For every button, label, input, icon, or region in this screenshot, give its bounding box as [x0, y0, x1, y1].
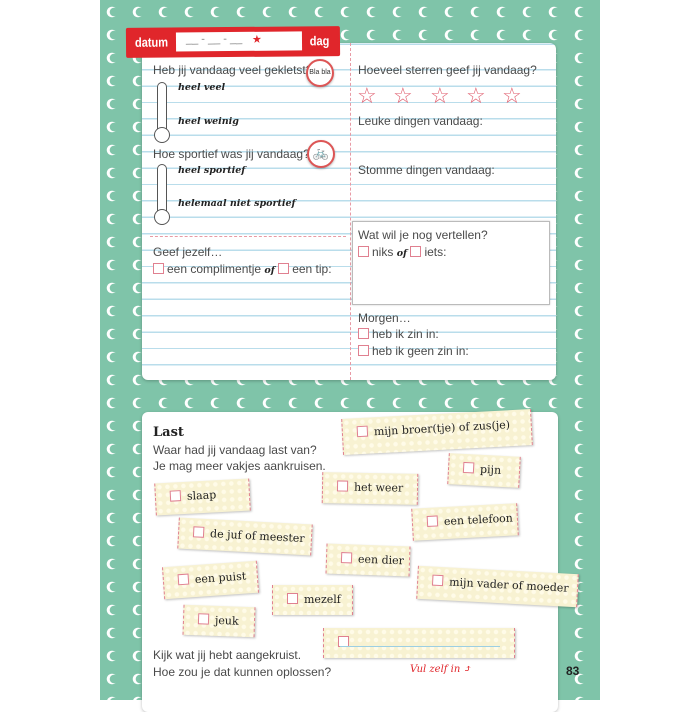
tell-options: niks of iets: — [358, 245, 446, 259]
checkbox[interactable] — [287, 593, 298, 604]
tag-label: jeuk — [214, 613, 239, 628]
checkbox[interactable] — [197, 613, 210, 625]
tag-label: pijn — [479, 462, 502, 477]
checkbox[interactable] — [426, 515, 439, 527]
star-rating-3[interactable]: ☆ — [430, 83, 450, 108]
last-line1: Waar had jij vandaag last van? — [153, 443, 317, 457]
tag-custom[interactable] — [323, 628, 515, 658]
datum-label: datum — [134, 34, 169, 50]
give-yourself-label: Geef jezelf… — [153, 245, 223, 259]
checkbox[interactable] — [340, 552, 353, 564]
section-divider — [150, 236, 346, 237]
want-row: heb ik zin in: — [358, 327, 439, 341]
thermometer-bulb — [154, 127, 170, 143]
checkbox[interactable] — [462, 461, 475, 474]
compliment-row: een complimentje of een tip: — [153, 262, 332, 276]
want-checkbox[interactable] — [358, 328, 369, 339]
sport-question: Hoe sportief was jij vandaag? — [153, 147, 310, 161]
thermometer-icon — [157, 164, 167, 212]
star-icon: ★ — [251, 33, 262, 46]
checkbox[interactable] — [177, 573, 190, 586]
something-label: iets: — [424, 245, 447, 259]
tag-itch[interactable]: jeuk — [182, 604, 256, 638]
dontwant-checkbox[interactable] — [358, 345, 369, 356]
tag-animal[interactable]: een dier — [325, 543, 411, 577]
date-banner: datum __ - __ - __ ★ dag — [125, 26, 341, 58]
date-placeholder: __ - __ - __ — [185, 32, 243, 46]
scale-high: heel veel — [178, 82, 226, 93]
nothing-checkbox[interactable] — [358, 246, 369, 257]
fun-things-label: Leuke dingen vandaag: — [358, 114, 483, 128]
compliment-checkbox[interactable] — [153, 263, 164, 274]
nothing-label: niks — [372, 245, 394, 259]
checkbox[interactable] — [356, 425, 369, 438]
of-label: of — [396, 248, 408, 259]
tag-label: een puist — [194, 569, 247, 587]
tip-label: een tip: — [292, 262, 332, 276]
tag-label: mijn broer(tje) of zus(je) — [373, 418, 511, 439]
of-label: of — [264, 265, 275, 276]
scale-low: helemaal niet sportief — [178, 198, 296, 209]
diary-card — [142, 43, 556, 380]
star-rating-5[interactable]: ☆ — [502, 83, 522, 108]
tag-pimple[interactable]: een puist — [161, 560, 260, 600]
thermometer-icon — [157, 82, 167, 130]
tag-label: mijn vader of moeder — [448, 575, 569, 595]
compliment-label: een complimentje — [167, 262, 262, 276]
checkbox[interactable] — [169, 490, 182, 502]
tag-label: de juf of meester — [209, 527, 305, 546]
chat-question: Heb jij vandaag veel gekletst? — [153, 63, 313, 77]
tag-label: het weer — [353, 480, 404, 495]
tag-phone[interactable]: een telefoon — [411, 503, 519, 541]
tell-question: Wat wil je nog vertellen? — [358, 228, 488, 242]
column-divider — [350, 43, 351, 380]
bottom-line1: Kijk wat jij hebt aangekruist. — [153, 648, 302, 662]
thermometer-bulb — [154, 209, 170, 225]
tomorrow-label: Morgen… — [358, 311, 411, 325]
tell-box[interactable] — [352, 221, 550, 305]
star-rating-4[interactable]: ☆ — [466, 83, 486, 108]
checkbox[interactable] — [336, 480, 349, 492]
tag-weather[interactable]: het weer — [321, 472, 419, 505]
date-field[interactable]: __ - __ - __ ★ — [175, 31, 303, 52]
something-checkbox[interactable] — [410, 246, 422, 257]
scale-high: heel sportief — [178, 165, 246, 176]
speech-bubble-icon: Bla bla — [306, 59, 334, 87]
stupid-things-label: Stomme dingen vandaag: — [358, 163, 495, 177]
tip-checkbox[interactable] — [278, 263, 290, 274]
bicycle-icon: 🚲 — [307, 140, 335, 168]
tag-label: slaap — [186, 488, 217, 503]
tag-pain[interactable]: pijn — [447, 453, 521, 488]
checkbox[interactable] — [431, 574, 444, 587]
custom-input-line[interactable] — [340, 646, 500, 647]
stars-question: Hoeveel sterren geef jij vandaag? — [358, 63, 537, 77]
tag-label: mezelf — [304, 593, 341, 606]
bottom-line2: Hoe zou je dat kunnen oplossen? — [153, 665, 332, 679]
star-rating-2[interactable]: ☆ — [393, 83, 413, 108]
dontwant-label: heb ik geen zin in: — [372, 344, 469, 358]
tag-sleep[interactable]: slaap — [154, 478, 251, 516]
tag-label: een telefoon — [443, 511, 514, 529]
fill-in-hint: Vul zelf in ⤴ — [410, 664, 472, 675]
dag-label: dag — [309, 33, 330, 49]
dontwant-row: heb ik geen zin in: — [358, 344, 469, 358]
tag-myself[interactable]: mezelf — [272, 585, 353, 615]
want-label: heb ik zin in: — [372, 327, 439, 341]
last-title: Last — [153, 425, 184, 440]
scale-low: heel weinig — [178, 116, 239, 127]
page-number: 83 — [566, 664, 580, 678]
last-line2: Je mag meer vakjes aankruisen. — [153, 459, 326, 473]
star-rating-1[interactable]: ☆ — [357, 83, 377, 108]
tag-label: een dier — [357, 552, 405, 568]
checkbox[interactable] — [192, 526, 205, 538]
